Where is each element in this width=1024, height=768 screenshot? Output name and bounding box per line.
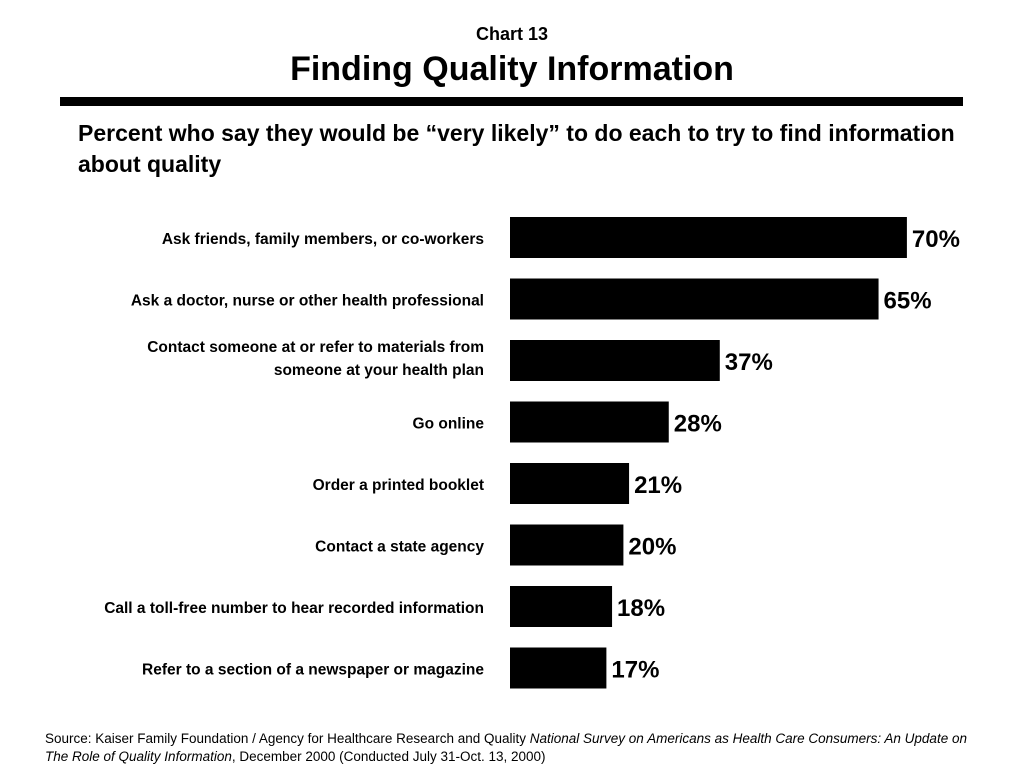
category-label: Contact a state agency (315, 539, 484, 556)
bar (510, 278, 879, 320)
bar (510, 647, 607, 689)
value-label: 28% (674, 411, 722, 438)
chart-subtitle: Percent who say they would be “very like… (78, 120, 955, 177)
category-label: someone at your health plan (274, 362, 484, 379)
bar (510, 401, 669, 443)
value-label: 18% (617, 595, 665, 622)
source-publication: National Survey on Americans as Health C… (45, 731, 967, 764)
source-suffix: , December 2000 (Conducted July 31-Oct. … (231, 749, 546, 764)
value-label: 37% (725, 349, 773, 376)
category-label: Order a printed booklet (313, 477, 484, 494)
chart-title: Finding Quality Information (290, 50, 734, 88)
category-label: Go online (413, 416, 485, 433)
bar (510, 463, 630, 504)
title-divider (60, 97, 963, 106)
category-label: Ask friends, family members, or co-worke… (162, 231, 484, 248)
value-label: 21% (634, 472, 682, 499)
value-label: 70% (912, 226, 960, 253)
bar (510, 340, 720, 381)
source-note: Source: Kaiser Family Foundation / Agenc… (45, 730, 985, 766)
category-label: Call a toll-free number to hear recorded… (104, 600, 484, 617)
category-label: Refer to a section of a newspaper or mag… (142, 662, 484, 679)
bar (510, 586, 613, 627)
value-label: 65% (884, 288, 932, 315)
category-label: Ask a doctor, nurse or other health prof… (131, 293, 484, 310)
category-label: Contact someone at or refer to materials… (147, 339, 484, 356)
chart-number: Chart 13 (475, 24, 549, 44)
bar (510, 217, 907, 258)
source-prefix: Source: Kaiser Family Foundation / Agenc… (45, 731, 530, 746)
bar (510, 524, 624, 566)
value-label: 20% (628, 534, 676, 561)
value-label: 17% (611, 657, 659, 684)
